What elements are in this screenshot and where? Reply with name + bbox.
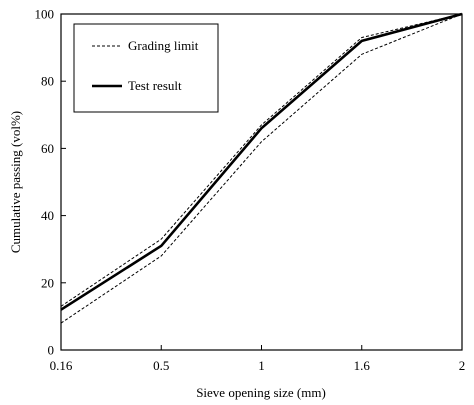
- y-tick-label: 100: [35, 7, 55, 22]
- x-axis-title: Sieve opening size (mm): [196, 385, 326, 400]
- y-tick-label: 80: [41, 74, 54, 89]
- y-axis-title: Cumulative passing (vol%): [8, 111, 23, 253]
- x-tick-label: 0.16: [50, 358, 73, 373]
- x-axis: 0.16 0.5 1 1.6 2: [50, 345, 466, 373]
- legend-label-test-result: Test result: [128, 78, 182, 93]
- y-tick-label: 20: [41, 275, 54, 290]
- x-tick-label: 2: [459, 358, 466, 373]
- x-tick-label: 0.5: [153, 358, 169, 373]
- x-tick-label: 1.6: [354, 358, 371, 373]
- y-axis: 0 20 40 60 80 100: [35, 7, 66, 358]
- series-layer: [60, 12, 463, 324]
- y-tick-label: 0: [48, 343, 55, 358]
- y-tick-label: 60: [41, 141, 54, 156]
- series-line-grading-limit-lower: [60, 13, 463, 324]
- legend-label-grading-limit: Grading limit: [128, 38, 199, 53]
- series-line-grading-limit-upper: [60, 13, 463, 307]
- series-line-test-result: [60, 12, 463, 311]
- legend: Grading limit Test result: [73, 23, 219, 113]
- legend-box: [73, 23, 219, 113]
- y-tick-label: 40: [41, 208, 54, 223]
- x-tick-label: 1: [258, 358, 265, 373]
